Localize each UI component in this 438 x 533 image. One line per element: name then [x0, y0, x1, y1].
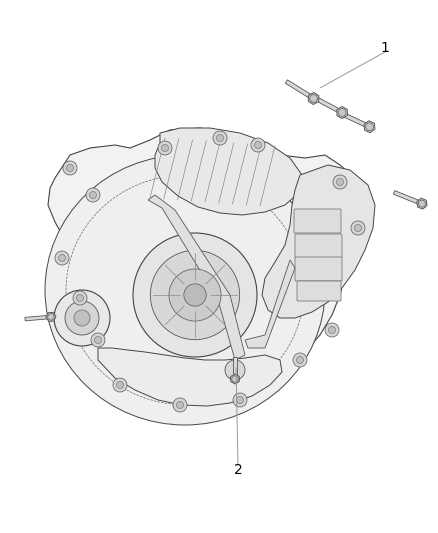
Circle shape [333, 175, 347, 189]
Circle shape [173, 398, 187, 412]
Polygon shape [337, 107, 347, 118]
Circle shape [325, 323, 339, 337]
Circle shape [59, 254, 66, 262]
Circle shape [225, 360, 245, 380]
Circle shape [336, 179, 343, 185]
Circle shape [213, 131, 227, 145]
Circle shape [73, 291, 87, 305]
Polygon shape [245, 260, 295, 348]
Circle shape [233, 393, 247, 407]
Circle shape [351, 221, 365, 235]
Circle shape [95, 336, 102, 343]
Polygon shape [233, 357, 237, 379]
Circle shape [354, 224, 361, 231]
Circle shape [232, 376, 238, 382]
Circle shape [67, 165, 74, 172]
Circle shape [169, 269, 221, 321]
Circle shape [55, 251, 69, 265]
Polygon shape [25, 315, 51, 321]
Circle shape [338, 109, 346, 116]
Polygon shape [46, 312, 56, 321]
Polygon shape [262, 165, 375, 318]
FancyBboxPatch shape [295, 257, 342, 281]
Ellipse shape [45, 155, 325, 425]
Polygon shape [48, 128, 362, 392]
Circle shape [418, 200, 425, 207]
Polygon shape [313, 96, 343, 114]
Circle shape [297, 357, 304, 364]
Circle shape [162, 144, 169, 151]
Circle shape [63, 161, 77, 175]
Circle shape [251, 138, 265, 152]
Circle shape [158, 141, 172, 155]
Circle shape [74, 310, 90, 326]
Polygon shape [364, 121, 375, 133]
Circle shape [216, 134, 223, 141]
Polygon shape [148, 195, 245, 360]
Polygon shape [339, 111, 371, 128]
Circle shape [77, 295, 84, 302]
Polygon shape [417, 198, 427, 209]
Polygon shape [308, 93, 319, 104]
Circle shape [89, 191, 96, 198]
Circle shape [54, 290, 110, 346]
Polygon shape [231, 374, 239, 384]
Text: 2: 2 [233, 463, 242, 477]
FancyBboxPatch shape [297, 281, 341, 301]
Polygon shape [155, 128, 302, 215]
Circle shape [237, 397, 244, 403]
Circle shape [177, 401, 184, 408]
Circle shape [366, 123, 374, 131]
Circle shape [133, 233, 257, 357]
Polygon shape [393, 191, 423, 205]
Circle shape [150, 251, 240, 340]
Circle shape [328, 327, 336, 334]
Circle shape [65, 301, 99, 335]
Polygon shape [286, 80, 314, 100]
Circle shape [91, 333, 105, 347]
FancyBboxPatch shape [295, 234, 342, 258]
Polygon shape [98, 348, 282, 406]
FancyBboxPatch shape [294, 209, 341, 233]
Circle shape [184, 284, 206, 306]
Text: 1: 1 [381, 41, 389, 55]
Circle shape [293, 353, 307, 367]
Circle shape [310, 94, 318, 102]
Circle shape [113, 378, 127, 392]
Circle shape [254, 141, 261, 149]
Circle shape [86, 188, 100, 202]
Circle shape [48, 313, 54, 320]
Circle shape [117, 382, 124, 389]
